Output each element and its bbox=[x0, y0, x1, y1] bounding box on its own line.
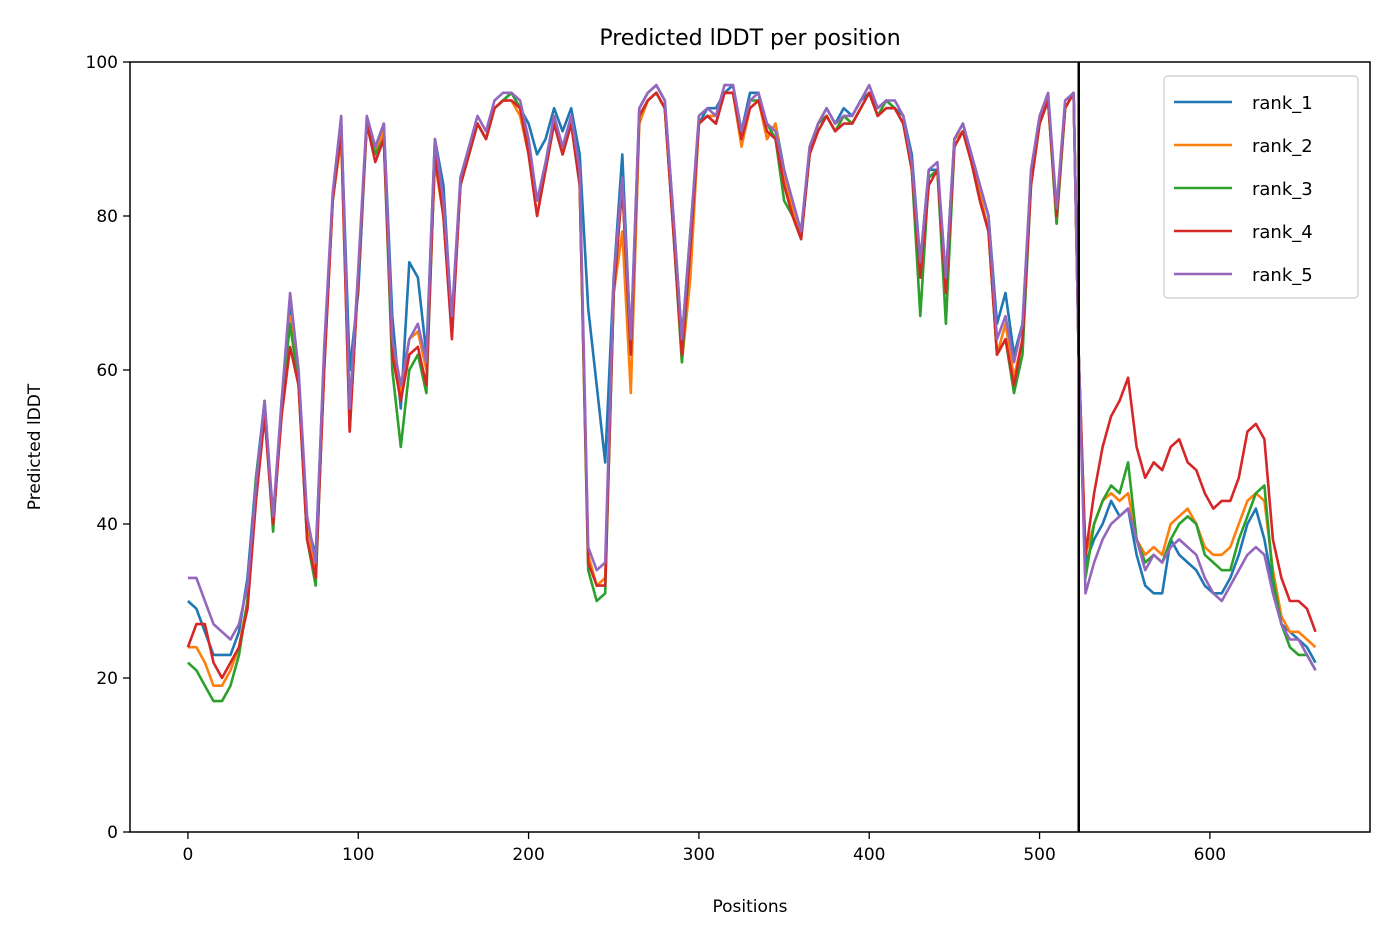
plot-area bbox=[186, 62, 1317, 832]
x-tick-label: 400 bbox=[853, 845, 885, 865]
legend-box bbox=[1163, 75, 1359, 299]
y-tick-label: 40 bbox=[96, 515, 118, 535]
series-line-rank_1 bbox=[187, 83, 1317, 664]
y-tick-label: 60 bbox=[96, 361, 118, 381]
axes: 0 100 200 300 400 500 600 0 20 40 60 80 100 bbox=[86, 53, 1371, 865]
series-line-rank_4 bbox=[186, 91, 1317, 680]
legend-label-rank_4: rank_4 bbox=[1252, 222, 1313, 243]
x-axis-label: Positions bbox=[712, 897, 787, 917]
axes-frame bbox=[129, 61, 1371, 833]
y-tick-label: 100 bbox=[86, 53, 118, 73]
x-tick-label: 0 bbox=[182, 845, 193, 865]
x-tick-label: 100 bbox=[342, 845, 374, 865]
legend-label-rank_5: rank_5 bbox=[1252, 265, 1313, 286]
legend-label-rank_3: rank_3 bbox=[1252, 179, 1313, 200]
series-line-rank_2 bbox=[187, 91, 1317, 687]
x-tick-label: 600 bbox=[1194, 845, 1226, 865]
legend-label-rank_1: rank_1 bbox=[1252, 93, 1313, 114]
x-tick-label: 300 bbox=[683, 845, 715, 865]
y-tick-label: 80 bbox=[96, 207, 118, 227]
chart-title: Predicted lDDT per position bbox=[599, 26, 900, 51]
x-tick-label: 200 bbox=[512, 845, 544, 865]
legend: rank_1 rank_2 rank_3 rank_4 rank_5 bbox=[1163, 75, 1359, 299]
x-tick-label: 500 bbox=[1023, 845, 1055, 865]
y-tick-label: 0 bbox=[107, 823, 118, 843]
y-axis-label: Predicted lDDT bbox=[25, 383, 45, 510]
series-line-rank_5 bbox=[187, 83, 1317, 671]
legend-label-rank_2: rank_2 bbox=[1252, 136, 1313, 157]
series-line-rank_3 bbox=[187, 91, 1317, 703]
y-tick-label: 20 bbox=[96, 669, 118, 689]
